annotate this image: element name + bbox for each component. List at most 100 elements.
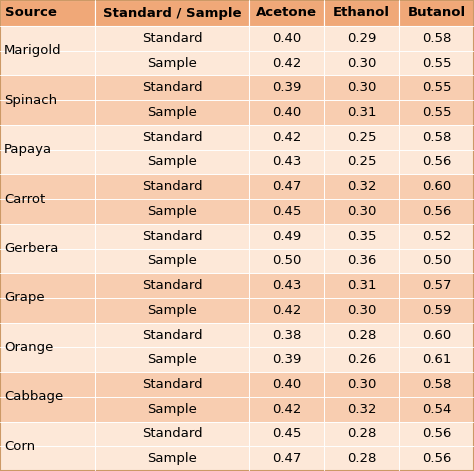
Bar	[0, 174, 95, 199]
Bar	[0, 26, 95, 51]
Bar	[399, 397, 474, 422]
Text: 0.40: 0.40	[272, 32, 301, 45]
Bar	[0, 224, 95, 249]
Text: 0.55: 0.55	[422, 106, 451, 119]
Text: 0.42: 0.42	[272, 304, 301, 317]
Bar	[0, 372, 95, 397]
Text: Sample: Sample	[147, 353, 197, 366]
Text: 0.58: 0.58	[422, 32, 451, 45]
Text: 0.30: 0.30	[347, 378, 376, 391]
Bar	[249, 75, 324, 100]
Bar	[95, 298, 249, 323]
Text: 0.38: 0.38	[272, 329, 301, 341]
Text: Sample: Sample	[147, 403, 197, 416]
Bar	[399, 26, 474, 51]
Bar	[324, 372, 399, 397]
Bar	[324, 75, 399, 100]
Bar	[95, 26, 249, 51]
Bar	[95, 199, 249, 224]
Bar	[95, 273, 249, 298]
Bar	[324, 447, 399, 471]
Text: 0.52: 0.52	[422, 230, 451, 243]
Text: 0.55: 0.55	[422, 57, 451, 70]
Bar	[399, 422, 474, 447]
Bar	[399, 100, 474, 125]
Text: 0.56: 0.56	[422, 427, 451, 440]
Text: 0.31: 0.31	[347, 106, 376, 119]
Text: 0.43: 0.43	[272, 279, 301, 292]
Text: 0.45: 0.45	[272, 205, 301, 218]
Bar	[399, 224, 474, 249]
Bar	[324, 199, 399, 224]
Bar	[324, 26, 399, 51]
Bar	[399, 249, 474, 273]
Text: Ethanol: Ethanol	[333, 7, 390, 19]
Text: 0.56: 0.56	[422, 205, 451, 218]
Text: Spinach: Spinach	[4, 94, 57, 106]
Text: 0.58: 0.58	[422, 131, 451, 144]
Bar	[0, 397, 95, 422]
Bar	[0, 249, 95, 273]
Bar	[95, 422, 249, 447]
Bar	[95, 372, 249, 397]
Bar	[324, 249, 399, 273]
Text: 0.35: 0.35	[347, 230, 376, 243]
Text: Standard: Standard	[142, 329, 202, 341]
Bar	[399, 150, 474, 174]
Bar	[249, 100, 324, 125]
Bar	[399, 51, 474, 75]
Bar	[249, 323, 324, 348]
Text: 0.42: 0.42	[272, 403, 301, 416]
Text: Standard: Standard	[142, 131, 202, 144]
Text: 0.42: 0.42	[272, 131, 301, 144]
Bar	[399, 0, 474, 26]
Bar	[0, 100, 95, 125]
Text: 0.57: 0.57	[422, 279, 451, 292]
Bar	[0, 323, 95, 348]
Bar	[399, 174, 474, 199]
Text: 0.30: 0.30	[347, 81, 376, 94]
Bar	[249, 348, 324, 372]
Text: 0.59: 0.59	[422, 304, 451, 317]
Text: Corn: Corn	[4, 440, 35, 453]
Bar	[0, 51, 95, 75]
Text: 0.28: 0.28	[347, 329, 376, 341]
Text: 0.47: 0.47	[272, 452, 301, 465]
Text: 0.61: 0.61	[422, 353, 451, 366]
Bar	[0, 273, 95, 298]
Bar	[249, 298, 324, 323]
Bar	[95, 249, 249, 273]
Text: 0.58: 0.58	[422, 378, 451, 391]
Bar	[0, 348, 95, 372]
Text: 0.36: 0.36	[347, 254, 376, 268]
Bar	[399, 75, 474, 100]
Text: 0.43: 0.43	[272, 155, 301, 169]
Text: 0.26: 0.26	[347, 353, 376, 366]
Bar	[324, 174, 399, 199]
Bar	[324, 100, 399, 125]
Text: 0.55: 0.55	[422, 81, 451, 94]
Bar	[0, 199, 95, 224]
Text: Standard: Standard	[142, 32, 202, 45]
Text: Standard: Standard	[142, 230, 202, 243]
Text: Standard: Standard	[142, 81, 202, 94]
Bar	[324, 273, 399, 298]
Text: 0.40: 0.40	[272, 106, 301, 119]
Bar	[249, 372, 324, 397]
Text: Standard: Standard	[142, 378, 202, 391]
Text: Marigold: Marigold	[4, 44, 62, 57]
Text: 0.50: 0.50	[272, 254, 301, 268]
Text: 0.32: 0.32	[347, 403, 376, 416]
Text: 0.39: 0.39	[272, 81, 301, 94]
Text: 0.60: 0.60	[422, 329, 451, 341]
Bar	[324, 150, 399, 174]
Text: 0.56: 0.56	[422, 452, 451, 465]
Bar	[0, 150, 95, 174]
Bar	[249, 199, 324, 224]
Bar	[324, 51, 399, 75]
Bar	[95, 150, 249, 174]
Text: 0.40: 0.40	[272, 378, 301, 391]
Text: 0.32: 0.32	[347, 180, 376, 193]
Text: Standard: Standard	[142, 279, 202, 292]
Text: 0.30: 0.30	[347, 205, 376, 218]
